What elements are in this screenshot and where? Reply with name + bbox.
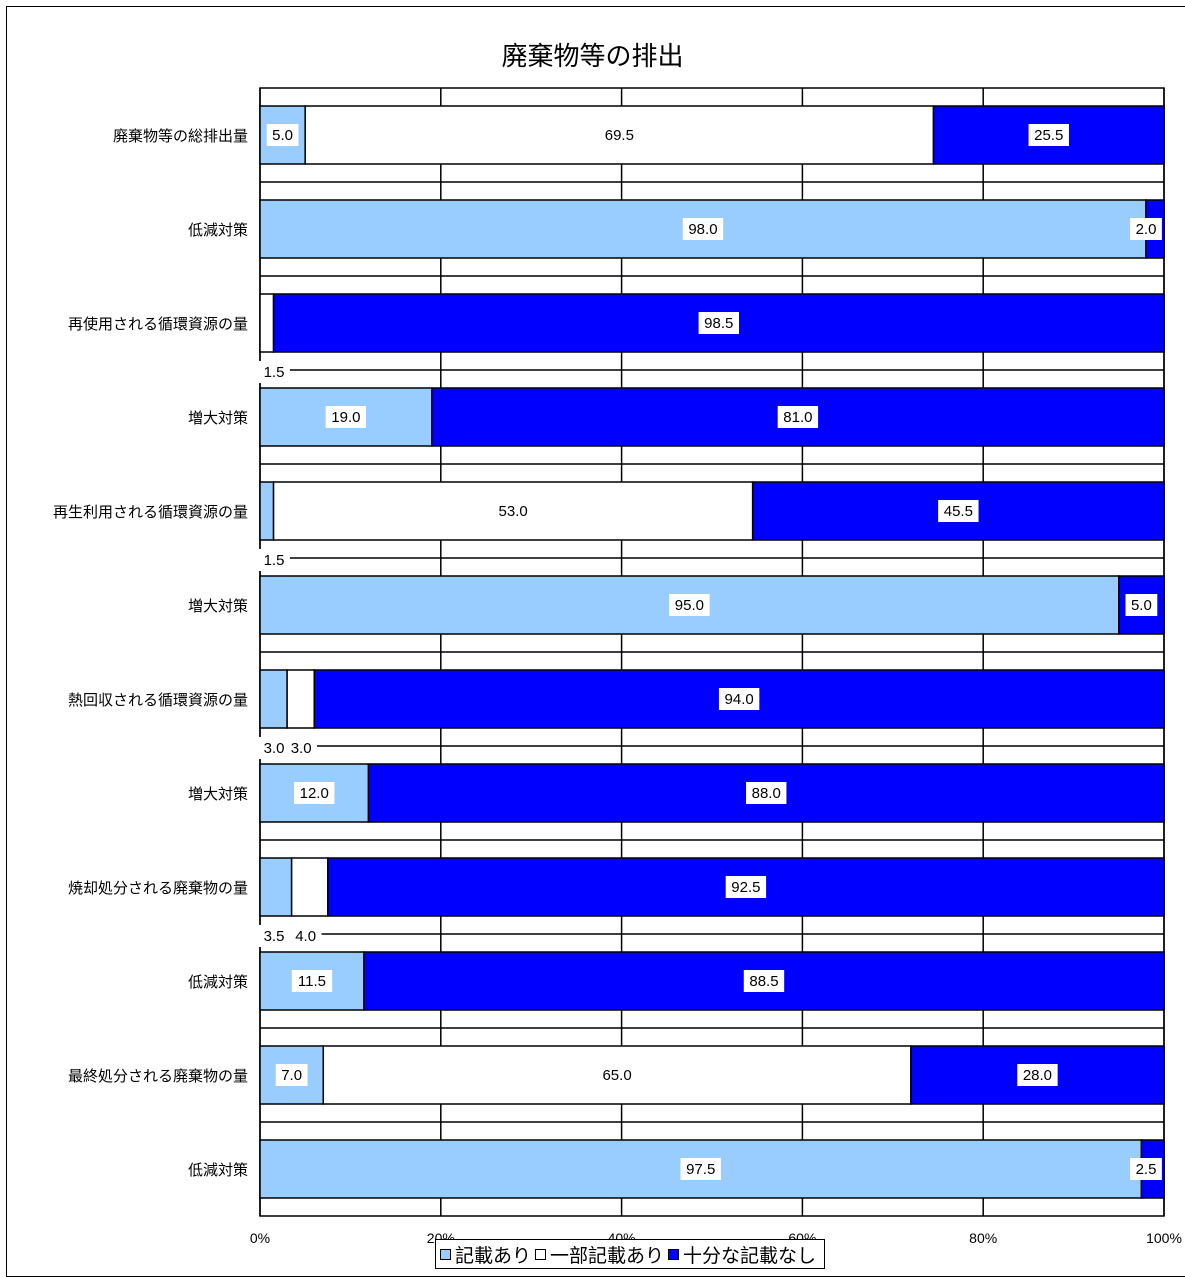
data-label-box [285, 737, 318, 759]
data-label: 28.0 [1023, 1067, 1052, 1084]
data-label-box [294, 782, 335, 804]
data-label: 97.5 [686, 1161, 715, 1178]
category-label: 増大対策 [188, 785, 248, 803]
data-label-box [669, 594, 710, 616]
legend-item-none: 十分な記載なし [668, 1241, 816, 1268]
data-label-box [325, 406, 367, 428]
data-label-box [492, 500, 534, 522]
bar-recorded [259, 481, 275, 541]
bar-recorded [259, 857, 293, 917]
data-label-box [1130, 218, 1162, 240]
data-label-box [746, 782, 787, 804]
data-label-box [718, 688, 760, 710]
data-label: 98.0 [688, 221, 717, 238]
x-tick-label: 0% [250, 1230, 270, 1246]
data-label: 94.0 [725, 691, 754, 708]
data-label-box [599, 124, 640, 146]
data-label-box [258, 549, 290, 571]
chart-title: 廃棄物等の排出 [501, 42, 684, 72]
x-tick-label: 80% [969, 1230, 997, 1246]
data-label-box [275, 1064, 308, 1086]
data-label: 3.0 [264, 740, 285, 757]
data-label: 88.0 [752, 785, 781, 802]
data-label: 69.5 [605, 127, 634, 144]
x-tick-label: 100% [1146, 1230, 1182, 1246]
legend-swatch-partial [535, 1248, 547, 1260]
data-label: 1.5 [264, 552, 285, 569]
bar-recorded [259, 669, 288, 729]
data-label-box [289, 925, 322, 947]
data-label: 65.0 [602, 1067, 631, 1084]
data-label: 11.5 [298, 973, 326, 990]
data-label: 3.0 [291, 740, 312, 757]
bar-none [363, 951, 1165, 1011]
category-label: 焼却処分される廃棄物の量 [68, 879, 248, 897]
legend: 記載あり 一部記載あり 十分な記載なし [435, 1239, 826, 1269]
data-label-box [743, 970, 785, 992]
data-label: 3.5 [264, 928, 285, 945]
data-label-box [682, 218, 724, 240]
data-label-box [777, 406, 819, 428]
data-label: 2.5 [1136, 1161, 1157, 1178]
data-label-box [938, 500, 979, 522]
bar-partial [286, 669, 315, 729]
data-label-box [1130, 1158, 1162, 1180]
category-label: 低減対策 [188, 221, 248, 239]
bar-partial [259, 293, 275, 353]
category-label: 再生利用される循環資源の量 [53, 503, 248, 521]
data-label: 5.0 [272, 127, 293, 144]
legend-swatch-none [668, 1248, 680, 1260]
data-label: 53.0 [499, 503, 528, 520]
data-label: 25.5 [1034, 127, 1063, 144]
legend-label-recorded: 記載あり [455, 1244, 532, 1267]
data-label: 1.5 [264, 364, 285, 381]
data-label-box [266, 124, 299, 146]
data-label: 4.0 [295, 928, 316, 945]
data-label-box [258, 361, 290, 383]
category-label: 廃棄物等の総排出量 [113, 127, 248, 145]
category-label: 低減対策 [188, 973, 248, 991]
data-label: 12.0 [300, 785, 329, 802]
legend-label-none: 十分な記載なし [683, 1244, 817, 1267]
data-label-box [1125, 594, 1158, 616]
data-label-box [258, 925, 290, 947]
legend-item-recorded: 記載あり [440, 1241, 531, 1268]
data-label: 45.5 [944, 503, 973, 520]
category-label: 増大対策 [188, 409, 248, 427]
data-label-box [698, 312, 739, 334]
category-label: 低減対策 [188, 1161, 248, 1179]
data-label: 7.0 [281, 1067, 302, 1084]
bar-partial [290, 857, 329, 917]
data-label: 2.0 [1136, 221, 1157, 238]
data-label-box [596, 1064, 638, 1086]
data-label-box [680, 1158, 721, 1180]
data-label-box [258, 737, 290, 759]
category-label: 再使用される循環資源の量 [68, 315, 248, 333]
data-label: 95.0 [675, 597, 704, 614]
data-label: 81.0 [783, 409, 812, 426]
category-label: 最終処分される廃棄物の量 [68, 1067, 248, 1085]
category-label: 熱回収される循環資源の量 [68, 691, 248, 709]
category-label: 増大対策 [188, 597, 248, 615]
data-label: 92.5 [731, 879, 760, 896]
data-label-box [725, 876, 767, 898]
data-label: 98.5 [704, 315, 733, 332]
bar-none [910, 1045, 1165, 1105]
data-label: 19.0 [331, 409, 360, 426]
data-label-box [1017, 1064, 1058, 1086]
data-label: 88.5 [749, 973, 778, 990]
data-label: 5.0 [1131, 597, 1152, 614]
legend-label-partial: 一部記載あり [550, 1244, 665, 1267]
legend-item-partial: 一部記載あり [535, 1241, 664, 1268]
legend-swatch-recorded [440, 1248, 451, 1260]
data-label-box [291, 970, 333, 992]
data-label-box [1028, 124, 1069, 146]
